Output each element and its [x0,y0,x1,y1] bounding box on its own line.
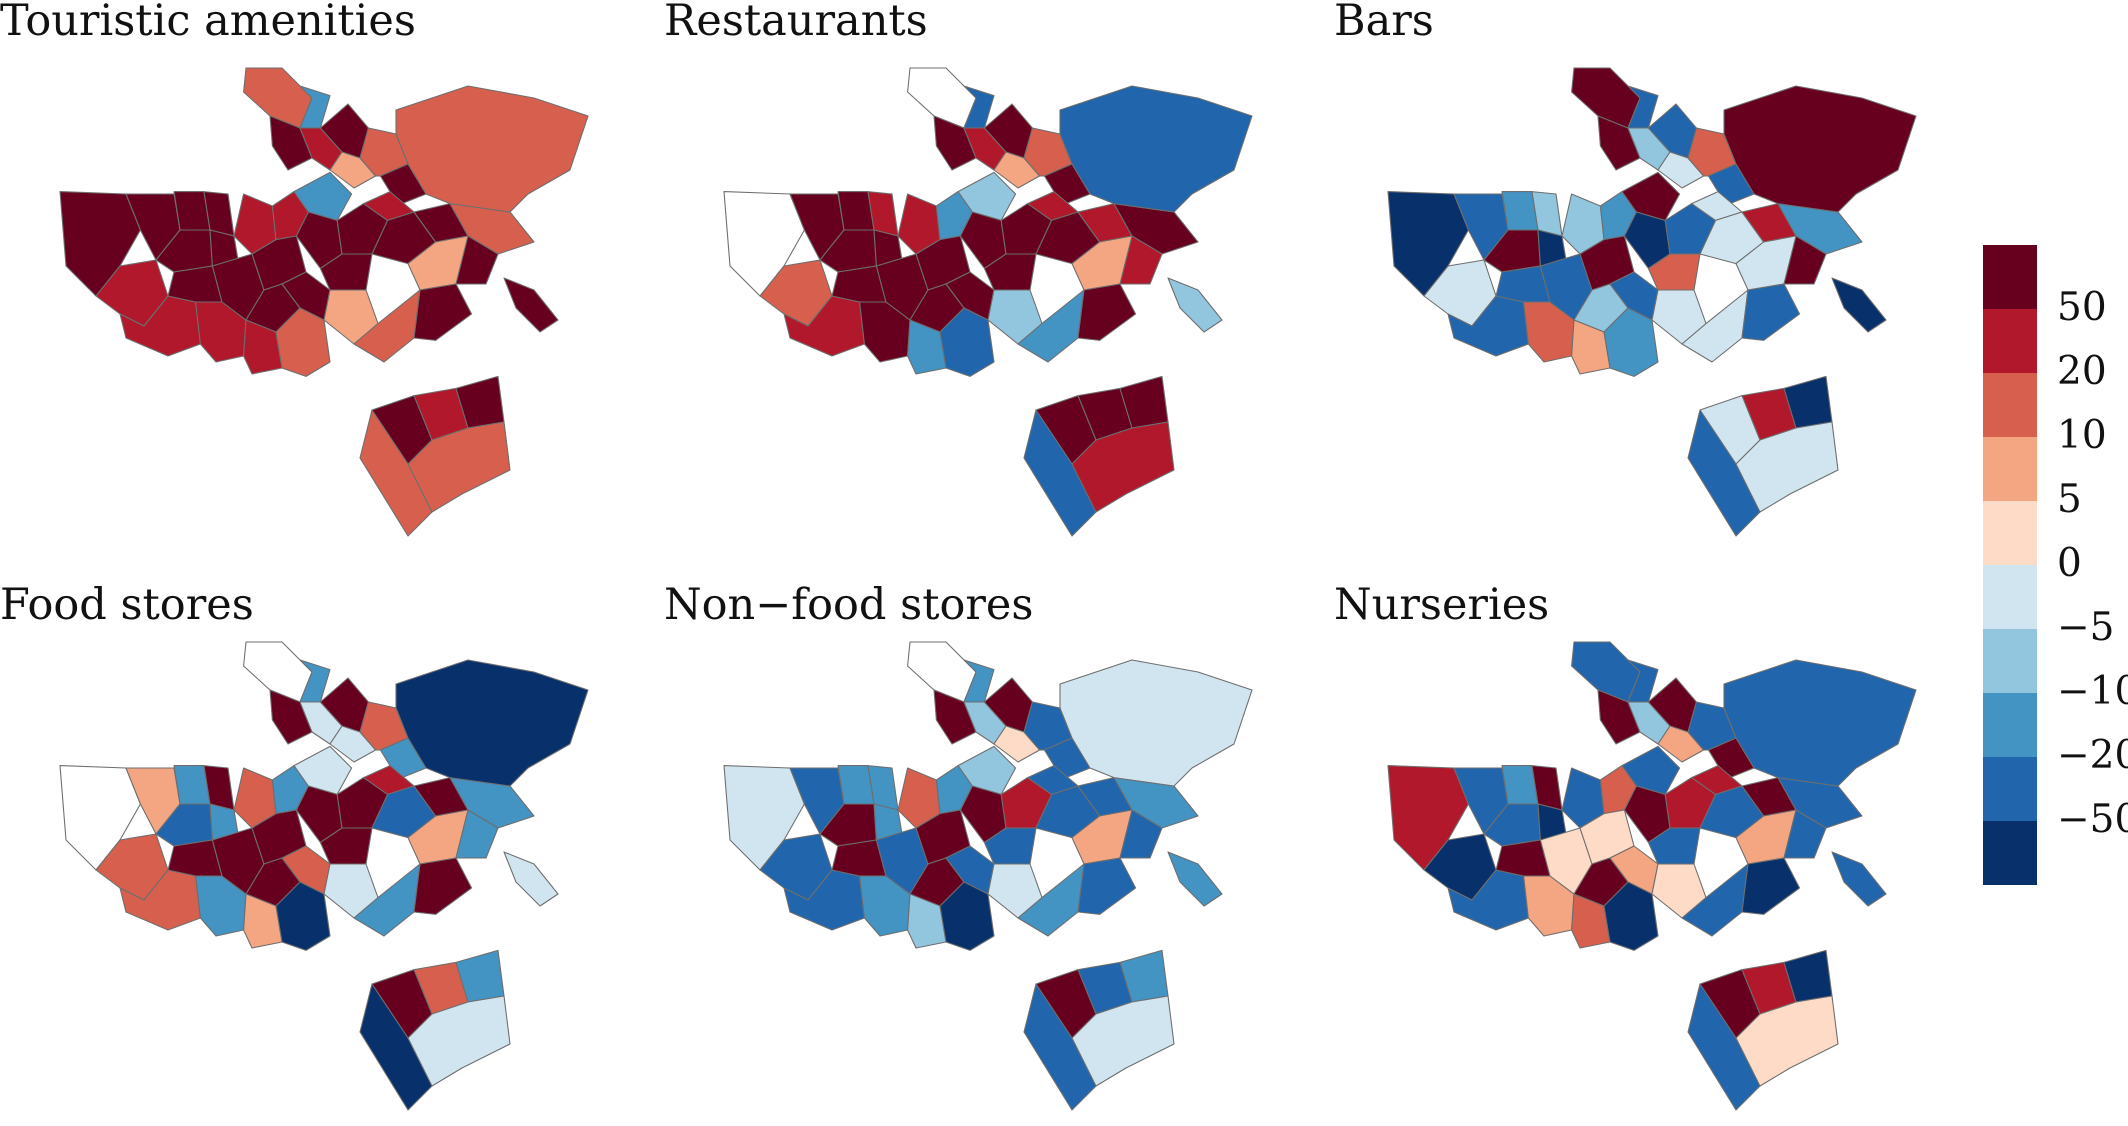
legend-swatch-1 [1983,309,2037,373]
panel-title-non-food-stores: Non−food stores [664,580,1033,630]
district-36 [1742,858,1800,914]
district-39 [1168,852,1222,906]
legend-swatch-3 [1983,437,2037,501]
panel-title-restaurants: Restaurants [664,0,928,46]
choropleth-map-touristic-amenities [10,62,650,542]
legend-label-4: 0 [2057,541,2082,586]
district-39 [1832,852,1886,906]
legend-label-1: 20 [2057,349,2107,394]
district-39 [504,278,558,332]
color-scale-legend [1983,245,2037,885]
choropleth-map-bars [1338,62,1978,542]
district-39 [1832,278,1886,332]
choropleth-map-non-food-stores [674,636,1314,1116]
legend-label-6: −10 [2057,669,2128,714]
legend-swatch-2 [1983,373,2037,437]
choropleth-map-nurseries [1338,636,1978,1116]
district-36 [1742,284,1800,340]
legend-label-3: 5 [2057,477,2082,522]
legend-label-0: 50 [2057,285,2107,330]
legend-swatch-5 [1983,565,2037,629]
legend-swatch-4 [1983,501,2037,565]
legend-label-2: 10 [2057,413,2107,458]
choropleth-map-food-stores [10,636,650,1116]
legend-label-8: −50 [2057,797,2128,842]
panel-title-bars: Bars [1334,0,1434,46]
panel-title-touristic-amenities: Touristic amenities [0,0,416,46]
legend-swatch-6 [1983,629,2037,693]
legend-label-7: −20 [2057,733,2128,778]
legend-swatch-7 [1983,693,2037,757]
panel-title-food-stores: Food stores [0,580,254,630]
district-36 [414,858,472,914]
legend-swatch-9 [1983,821,2037,885]
district-36 [1078,284,1136,340]
choropleth-map-restaurants [674,62,1314,542]
district-36 [414,284,472,340]
legend-swatch-0 [1983,245,2037,309]
legend-swatch-8 [1983,757,2037,821]
district-36 [1078,858,1136,914]
legend-label-5: −5 [2057,605,2115,650]
district-39 [504,852,558,906]
district-39 [1168,278,1222,332]
panel-title-nurseries: Nurseries [1334,580,1549,630]
